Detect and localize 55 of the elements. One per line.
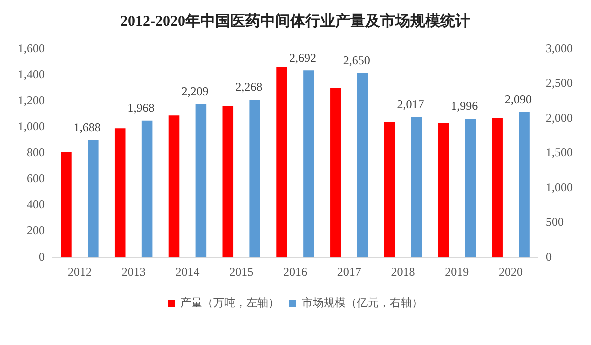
y-tick-label: 1,600: [18, 41, 45, 56]
data-label: 2,692: [289, 50, 316, 65]
bar: [411, 117, 422, 258]
y-tick-label: 0: [39, 250, 45, 264]
y-tick-label: 1,200: [18, 93, 45, 108]
x-tick-label: 2013: [122, 264, 146, 279]
bar: [276, 67, 288, 258]
y2-tick-label: 2,000: [546, 110, 573, 125]
y-tick-label: 1,400: [18, 67, 45, 82]
data-label: 2,650: [343, 54, 370, 68]
bar: [222, 106, 234, 258]
bar: [465, 118, 476, 258]
bar: [61, 152, 72, 258]
x-tick-label: 2020: [499, 264, 524, 279]
bar: [357, 74, 368, 258]
data-label: 1,996: [451, 99, 478, 114]
x-tick-label: 2012: [68, 264, 92, 279]
y2-tick-label: 500: [546, 215, 564, 230]
y-tick-label: 1,000: [18, 120, 45, 134]
bar: [168, 116, 180, 258]
x-tick-label: 2019: [445, 264, 470, 279]
data-label: 1,968: [128, 101, 155, 116]
bar: [384, 122, 396, 258]
bar: [114, 128, 126, 258]
y-tick-label: 800: [27, 146, 45, 160]
bar: [330, 88, 342, 258]
data-label: 1,688: [74, 120, 101, 134]
y-tick-label: 400: [27, 198, 45, 212]
x-tick-label: 2018: [391, 264, 416, 279]
bar: [492, 118, 503, 258]
legend-label: 产量（万吨，左轴）: [180, 296, 280, 310]
x-tick-label: 2015: [230, 264, 254, 279]
chart-title: 2012-2020年中国医药中间体行业产量及市场规模统计: [120, 12, 472, 32]
bar: [519, 112, 530, 258]
x-tick-label: 2014: [176, 264, 200, 279]
bar: [142, 120, 153, 258]
y2-tick-label: 3,000: [546, 41, 573, 56]
y-tick-label: 600: [27, 172, 45, 186]
y2-tick-label: 0: [546, 250, 552, 264]
y-tick-label: 200: [27, 224, 45, 238]
bar: [196, 104, 207, 258]
x-tick-label: 2016: [284, 264, 308, 279]
bar: [438, 123, 450, 258]
y2-tick-label: 1,500: [546, 146, 573, 160]
data-label: 2,090: [505, 92, 532, 107]
data-label: 2,268: [236, 80, 263, 94]
bar: [304, 70, 314, 258]
x-tick-label: 2017: [337, 264, 362, 279]
y2-tick-label: 1,000: [546, 180, 573, 194]
data-label: 2,017: [397, 98, 424, 112]
data-label: 2,209: [182, 84, 209, 98]
y2-tick-label: 2,500: [546, 76, 573, 90]
bar: [88, 140, 99, 258]
legend-label: 市场规模（亿元，右轴）: [302, 296, 423, 310]
bar: [250, 100, 260, 258]
